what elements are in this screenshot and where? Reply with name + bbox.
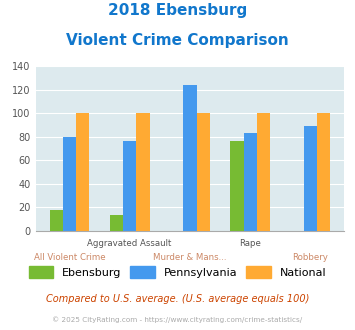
Bar bbox=[183, 85, 197, 231]
Text: Aggravated Assault: Aggravated Assault bbox=[87, 239, 172, 248]
Text: Murder & Mans...: Murder & Mans... bbox=[153, 253, 227, 262]
Text: Robbery: Robbery bbox=[293, 253, 328, 262]
Bar bbox=[63, 137, 76, 231]
Text: Rape: Rape bbox=[239, 239, 261, 248]
Bar bbox=[136, 113, 149, 231]
Bar bbox=[317, 113, 330, 231]
Text: Violent Crime Comparison: Violent Crime Comparison bbox=[66, 33, 289, 48]
Bar bbox=[257, 113, 270, 231]
Bar bbox=[230, 142, 244, 231]
Legend: Ebensburg, Pennsylvania, National: Ebensburg, Pennsylvania, National bbox=[26, 263, 329, 281]
Text: © 2025 CityRating.com - https://www.cityrating.com/crime-statistics/: © 2025 CityRating.com - https://www.city… bbox=[53, 317, 302, 323]
Bar bbox=[244, 133, 257, 231]
Text: All Violent Crime: All Violent Crime bbox=[34, 253, 105, 262]
Bar bbox=[50, 210, 63, 231]
Bar bbox=[110, 214, 123, 231]
Text: 2018 Ebensburg: 2018 Ebensburg bbox=[108, 3, 247, 18]
Bar bbox=[304, 126, 317, 231]
Bar bbox=[197, 113, 210, 231]
Bar bbox=[123, 142, 136, 231]
Text: Compared to U.S. average. (U.S. average equals 100): Compared to U.S. average. (U.S. average … bbox=[46, 294, 309, 304]
Bar bbox=[76, 113, 89, 231]
